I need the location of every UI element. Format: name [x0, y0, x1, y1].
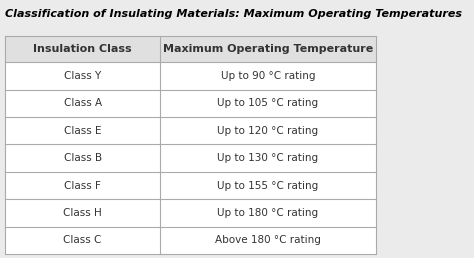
Text: Maximum Operating Temperature: Maximum Operating Temperature	[163, 44, 373, 54]
Text: Class C: Class C	[64, 235, 102, 245]
Text: Up to 90 °C rating: Up to 90 °C rating	[220, 71, 315, 81]
FancyBboxPatch shape	[5, 36, 375, 254]
Text: Up to 130 °C rating: Up to 130 °C rating	[217, 153, 319, 163]
Text: Above 180 °C rating: Above 180 °C rating	[215, 235, 321, 245]
Text: Up to 180 °C rating: Up to 180 °C rating	[217, 208, 319, 218]
Text: Up to 105 °C rating: Up to 105 °C rating	[217, 98, 319, 108]
Text: Class Y: Class Y	[64, 71, 101, 81]
Text: Class H: Class H	[63, 208, 102, 218]
FancyBboxPatch shape	[5, 36, 375, 62]
Text: Up to 155 °C rating: Up to 155 °C rating	[217, 181, 319, 190]
Text: Classification of Insulating Materials: Maximum Operating Temperatures: Classification of Insulating Materials: …	[5, 9, 462, 19]
Text: Class B: Class B	[64, 153, 102, 163]
Text: Up to 120 °C rating: Up to 120 °C rating	[217, 126, 319, 136]
Text: Class A: Class A	[64, 98, 102, 108]
Text: Class E: Class E	[64, 126, 101, 136]
Text: Insulation Class: Insulation Class	[33, 44, 132, 54]
Text: Class F: Class F	[64, 181, 101, 190]
